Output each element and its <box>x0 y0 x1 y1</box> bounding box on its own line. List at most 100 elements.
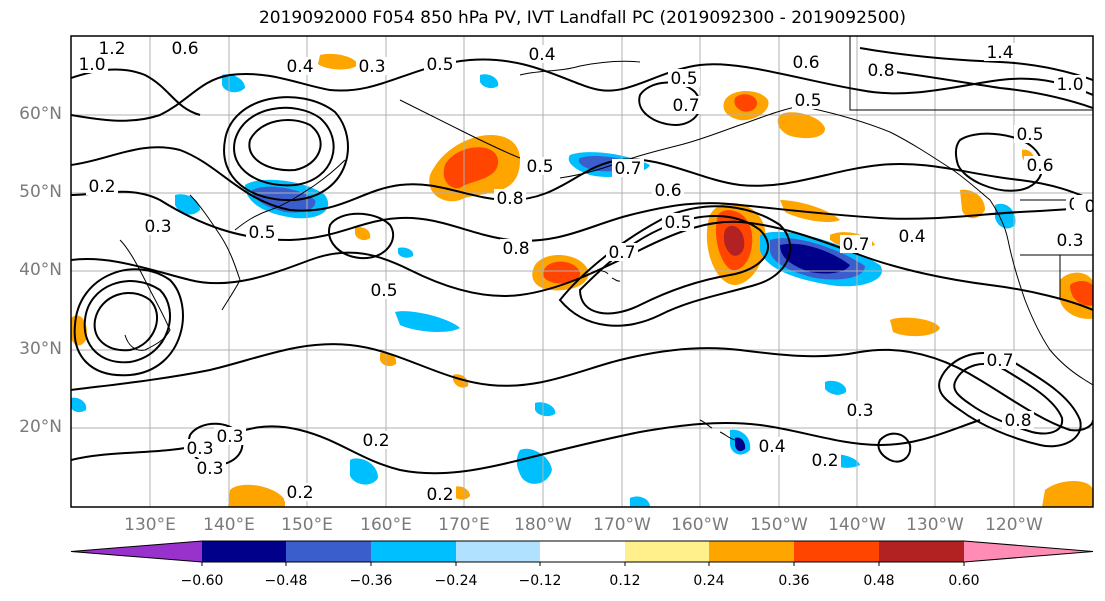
contour-label-background <box>756 437 788 455</box>
coastline <box>599 269 621 282</box>
positive-anomaly-area <box>780 200 840 223</box>
colorbar <box>70 540 1094 566</box>
negative-anomaly-area <box>995 203 1016 229</box>
map-frame <box>70 35 1094 508</box>
coastline <box>559 105 801 179</box>
contour-value-label: 0.3 <box>846 401 873 421</box>
contour-label-background <box>284 57 316 75</box>
colorbar-tick-label: 0.12 <box>609 573 641 589</box>
contour-value-label: 1.0 <box>78 55 105 75</box>
colorbar-tick-label: 0.48 <box>863 573 895 589</box>
colorbar-segment <box>456 541 540 562</box>
contour-line <box>71 68 201 116</box>
contour-value-label: 0.3 <box>144 217 171 237</box>
positive-anomaly-area <box>1070 280 1093 306</box>
contour-value-label: 0 <box>1085 197 1096 217</box>
contour-label-background <box>86 177 118 195</box>
colorbar-segment <box>286 541 371 562</box>
contour-value-label: 0.6 <box>171 39 198 59</box>
positive-anomaly-area <box>443 147 499 189</box>
longitude-label: 150°E <box>281 515 333 535</box>
coastline <box>519 60 641 76</box>
positive-anomaly-area <box>960 189 985 219</box>
longitude-label: 130°E <box>124 515 176 535</box>
contour-value-label: 0.4 <box>898 227 925 247</box>
contour-value-label: 0.7 <box>672 96 699 116</box>
contour-label-background <box>668 69 700 87</box>
contour-value-label: 0.8 <box>867 61 894 81</box>
colorbar-segment <box>371 541 456 562</box>
contour-label-background <box>526 45 558 63</box>
contour-label-background <box>662 213 694 231</box>
contour-line <box>578 214 770 315</box>
contour-label-background <box>1014 125 1046 143</box>
latitude-label: 20°N <box>19 417 62 437</box>
negative-anomaly-area <box>222 74 245 93</box>
contour-line <box>223 96 349 202</box>
negative-anomaly-area <box>535 402 556 417</box>
coastline <box>399 99 521 159</box>
positive-anomaly-area <box>890 317 940 337</box>
coastline <box>799 105 1009 241</box>
contour-value-label: 0.8 <box>496 189 523 209</box>
colorbar-segment <box>794 541 879 562</box>
contour-label-background <box>984 351 1016 369</box>
contour-label-background <box>1054 231 1086 249</box>
contour-label-background <box>424 485 456 503</box>
contour-label-background <box>169 39 201 57</box>
contour-value-label: 0.3 <box>196 459 223 479</box>
contour-line <box>93 291 159 352</box>
negative-anomaly-area <box>480 74 499 89</box>
negative-anomaly-area <box>350 458 378 485</box>
contour-value-label: 0.7 <box>614 159 641 179</box>
latitude-label: 40°N <box>19 260 62 280</box>
contour-value-label: 0.2 <box>426 485 453 505</box>
latitude-label: 50°N <box>19 182 62 202</box>
contour-line <box>328 212 395 260</box>
longitude-label: 130°W <box>906 515 964 535</box>
contour-label-background <box>790 53 822 71</box>
latitude-label: 60°N <box>19 104 62 124</box>
positive-anomaly-area <box>723 225 745 256</box>
longitude-label: 150°W <box>750 515 808 535</box>
contour-value-label: 0.6 <box>792 53 819 73</box>
longitude-label: 120°W <box>985 515 1043 535</box>
contour-value-label: 0.5 <box>248 223 275 243</box>
negative-anomaly-area <box>395 311 460 332</box>
contour-value-label: 0.4 <box>758 437 785 457</box>
contour-value-label: 0.5 <box>664 213 691 233</box>
contour-value-label: 0.5 <box>794 91 821 111</box>
contour-label-background <box>844 401 876 419</box>
contour-value-label: 0.8 <box>1004 411 1031 431</box>
contour-label-background <box>214 427 246 445</box>
negative-anomaly-area <box>71 397 87 413</box>
contour-label-background <box>612 159 644 177</box>
contour-label-background <box>184 439 216 457</box>
contour-label-background <box>246 223 278 241</box>
positive-anomaly-area <box>452 486 470 500</box>
contour-label-background <box>360 431 392 449</box>
colorbar-tick-label: −0.60 <box>180 573 224 589</box>
coastline <box>234 159 346 231</box>
contour-line <box>71 146 1093 212</box>
longitude-label: 160°W <box>671 515 729 535</box>
longitude-label: 170°E <box>438 515 490 535</box>
longitude-label: 180°W <box>514 515 572 535</box>
contour-line <box>248 119 322 172</box>
positive-anomaly-area <box>734 94 758 112</box>
contour-value-label: 0.5 <box>526 157 553 177</box>
contour-line <box>879 69 1093 109</box>
contour-value-label: 0.8 <box>502 239 529 259</box>
contour-line <box>233 106 335 187</box>
colorbar-segment <box>879 541 964 562</box>
colorbar-tick-label: 0.24 <box>693 573 725 589</box>
contour-label-background <box>984 43 1016 61</box>
contour-value-label: 1.0 <box>1056 75 1083 95</box>
longitude-label: 140°E <box>203 515 255 535</box>
contour-line <box>877 432 912 463</box>
contour-value-label: 0.2 <box>362 431 389 451</box>
contour-label-background <box>76 55 108 73</box>
negative-anomaly-area <box>735 437 746 452</box>
contour-value-label: 0.4 <box>528 45 555 65</box>
contour-label-background <box>606 243 638 261</box>
